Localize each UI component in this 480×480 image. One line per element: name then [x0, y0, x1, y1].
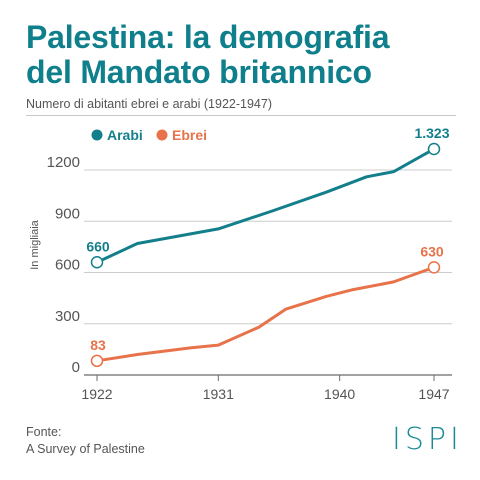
y-tick-label: 600 — [55, 257, 80, 274]
x-tick-label: 1947 — [418, 386, 449, 402]
source-note: Fonte: A Survey of Palestine — [26, 424, 145, 458]
data-label-arabi: 660 — [86, 238, 110, 254]
source-label: Fonte: — [26, 425, 62, 439]
chart-title: Palestina: la demografia del Mandato bri… — [26, 20, 466, 90]
series-line-ebrei — [95, 265, 436, 363]
source-name: A Survey of Palestine — [26, 442, 145, 456]
x-tick-label: 1940 — [324, 386, 355, 402]
y-tick-label: 300 — [55, 308, 80, 325]
data-point-ebrei — [90, 354, 104, 368]
data-label-ebrei: 83 — [90, 337, 106, 353]
y-tick-label: 900 — [55, 205, 80, 222]
y-tick-label: 1200 — [47, 154, 80, 171]
y-axis-label: In migliaia — [29, 219, 41, 269]
x-tick-label: 1922 — [81, 386, 112, 402]
x-tick-label: 1931 — [203, 386, 234, 402]
data-label-ebrei: 630 — [420, 243, 444, 259]
title-line-1: Palestina: la demografia — [26, 19, 390, 55]
ispi-logo: ISPI — [392, 422, 463, 457]
legend-marker-ebrei — [156, 129, 168, 141]
series-line-arabi — [95, 147, 436, 264]
data-point-arabi — [90, 256, 104, 269]
title-line-2: del Mandato britannico — [26, 54, 372, 90]
data-point-arabi — [427, 142, 441, 156]
legend-label-arabi: Arabi — [107, 127, 143, 143]
legend-label-ebrei: Ebrei — [172, 127, 207, 143]
data-label-arabi: 1.323 — [414, 125, 449, 141]
y-tick-label: 0 — [72, 359, 80, 376]
legend-marker-arabi — [91, 129, 103, 141]
data-point-ebrei — [427, 261, 441, 274]
chart-subtitle: Numero di abitanti ebrei e arabi (1922-1… — [26, 97, 456, 116]
